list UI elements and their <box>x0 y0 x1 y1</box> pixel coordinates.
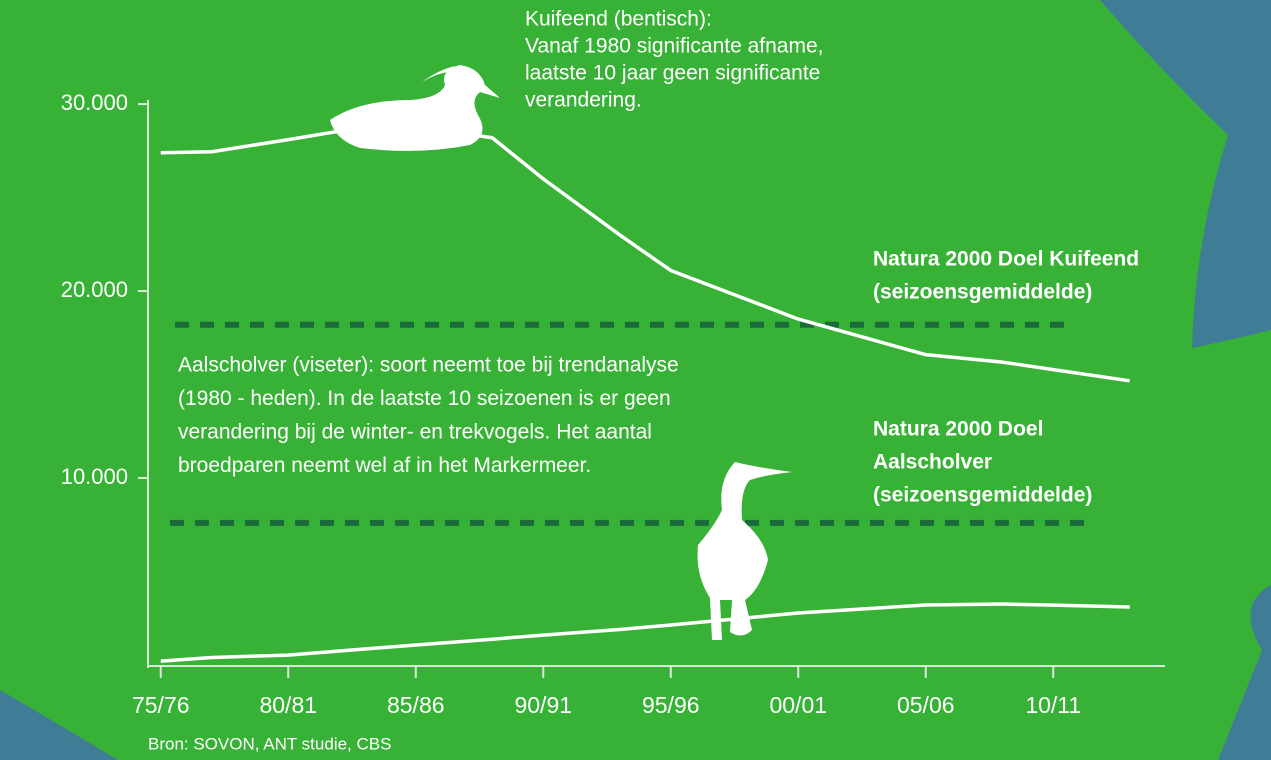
y-tick-label: 10.000 <box>61 464 128 489</box>
annotation: Aalscholver (viseter): soort neemt toe b… <box>178 354 679 377</box>
x-tick-label: 85/86 <box>387 692 445 718</box>
x-tick-label: 10/11 <box>1025 692 1081 718</box>
target-label: Aalscholver <box>873 451 992 474</box>
annotation: Vanaf 1980 significante afname, <box>525 35 823 58</box>
x-tick-label: 90/91 <box>514 692 572 718</box>
annotation: verandering bij de winter- en trekvogels… <box>178 421 652 444</box>
annotation: verandering. <box>525 89 642 112</box>
annotation: Kuifeend (bentisch): <box>525 8 712 31</box>
target-label: (seizoensgemiddelde) <box>873 281 1092 304</box>
x-tick-label: 80/81 <box>259 692 317 718</box>
y-tick-label: 30.000 <box>61 90 128 115</box>
x-tick-label: 75/76 <box>132 692 190 718</box>
target-label: Natura 2000 Doel <box>873 418 1043 441</box>
x-tick-label: 95/96 <box>642 692 700 718</box>
target-label: (seizoensgemiddelde) <box>873 484 1092 507</box>
annotation: (1980 - heden). In de laatste 10 seizoen… <box>178 387 671 410</box>
annotation: broedparen neemt wel af in het Markermee… <box>178 454 591 477</box>
source: Bron: SOVON, ANT studie, CBS <box>148 734 391 753</box>
x-tick-label: 00/01 <box>769 692 827 718</box>
background-blob <box>0 0 1271 760</box>
annotation: laatste 10 jaar geen significante <box>525 62 820 85</box>
target-label: Natura 2000 Doel Kuifeend <box>873 248 1139 271</box>
x-tick-label: 05/06 <box>897 692 955 718</box>
y-tick-label: 20.000 <box>61 277 128 302</box>
chart: Bron: SOVON, ANT studie, CBS 10.000 20.00… <box>0 0 1271 760</box>
